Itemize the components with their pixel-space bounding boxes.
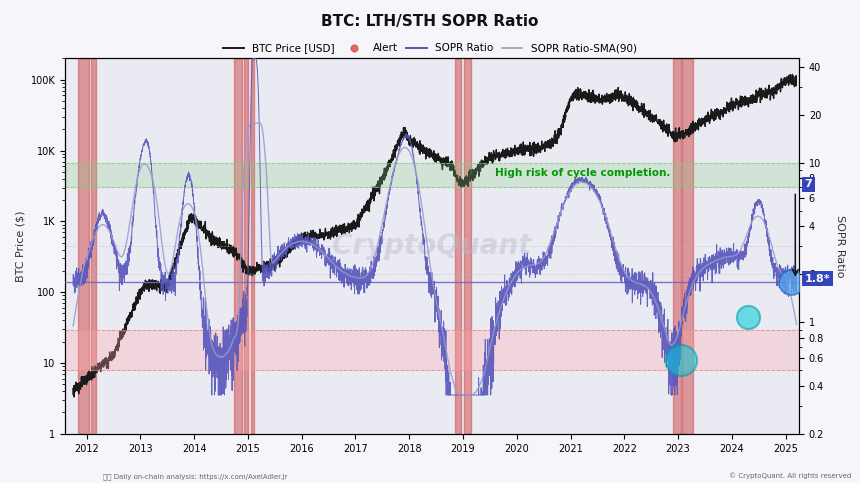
Text: BTC: LTH/STH SOPR Ratio: BTC: LTH/STH SOPR Ratio [322,14,538,29]
Point [741,313,755,321]
Bar [673,58,681,434]
Y-axis label: BTC Price ($): BTC Price ($) [15,211,25,282]
Text: High risk of cycle completion.: High risk of cycle completion. [495,169,671,178]
Text: 1.8*: 1.8* [805,273,830,284]
Bar [91,58,96,434]
Bar [65,329,799,370]
Text: © CryptoQuant. All rights reserved: © CryptoQuant. All rights reserved [729,472,851,479]
Y-axis label: SOPR Ratio: SOPR Ratio [835,215,845,277]
Text: CryptoQuant: CryptoQuant [332,232,531,260]
Legend: BTC Price [USD], Alert, SOPR Ratio, SOPR Ratio-SMA(90): BTC Price [USD], Alert, SOPR Ratio, SOPR… [219,39,641,57]
Bar [682,58,693,434]
Bar [455,58,461,434]
Text: ⭐️🐹 Daily on-chain analysis: https://x.com/AxelAdler.Jr: ⭐️🐹 Daily on-chain analysis: https://x.c… [103,473,288,480]
Bar [243,58,248,434]
Point [784,278,798,285]
Bar [464,58,471,434]
Bar [250,58,255,434]
Point [674,356,688,364]
Bar [235,58,243,434]
Text: 7: 7 [805,179,813,189]
Bar [78,58,89,434]
Bar [65,163,799,187]
